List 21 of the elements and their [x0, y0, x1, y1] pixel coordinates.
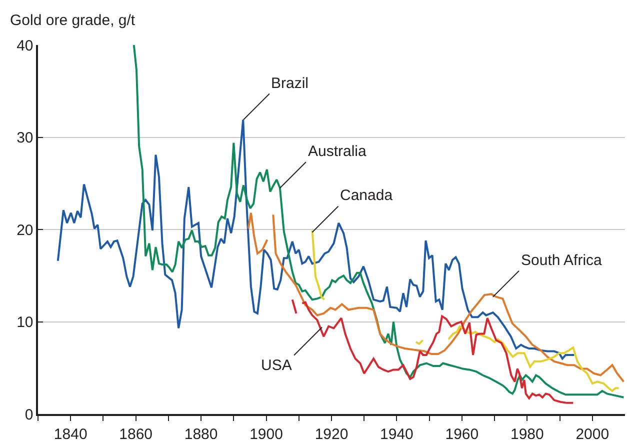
- x-tick-label: 1980: [510, 426, 544, 441]
- y-tick-label: 10: [16, 314, 34, 331]
- annotation: Brazil: [271, 75, 309, 92]
- y-tick-label: 20: [16, 222, 34, 239]
- x-tick-label: 2000: [576, 426, 610, 441]
- annotation: Australia: [308, 143, 368, 160]
- x-tick-label: 1880: [184, 426, 218, 441]
- line-series: [132, 45, 625, 398]
- y-axis-title: Gold ore grade, g/t: [10, 12, 136, 29]
- x-tick-label: 1900: [250, 426, 283, 441]
- annotation: USA: [261, 357, 292, 374]
- x-tick-label: 1860: [119, 426, 153, 441]
- annotation: South Africa: [521, 252, 603, 269]
- x-tick-label: 1960: [445, 426, 479, 441]
- x-tick-label: 1940: [380, 426, 414, 441]
- y-tick-label: 40: [16, 37, 34, 54]
- y-tick-label: 0: [24, 406, 34, 424]
- x-tick-label: 1840: [54, 426, 88, 441]
- x-tick-label: 1920: [314, 426, 348, 441]
- annotation: Canada: [340, 187, 394, 204]
- y-tick-label: 30: [16, 130, 34, 146]
